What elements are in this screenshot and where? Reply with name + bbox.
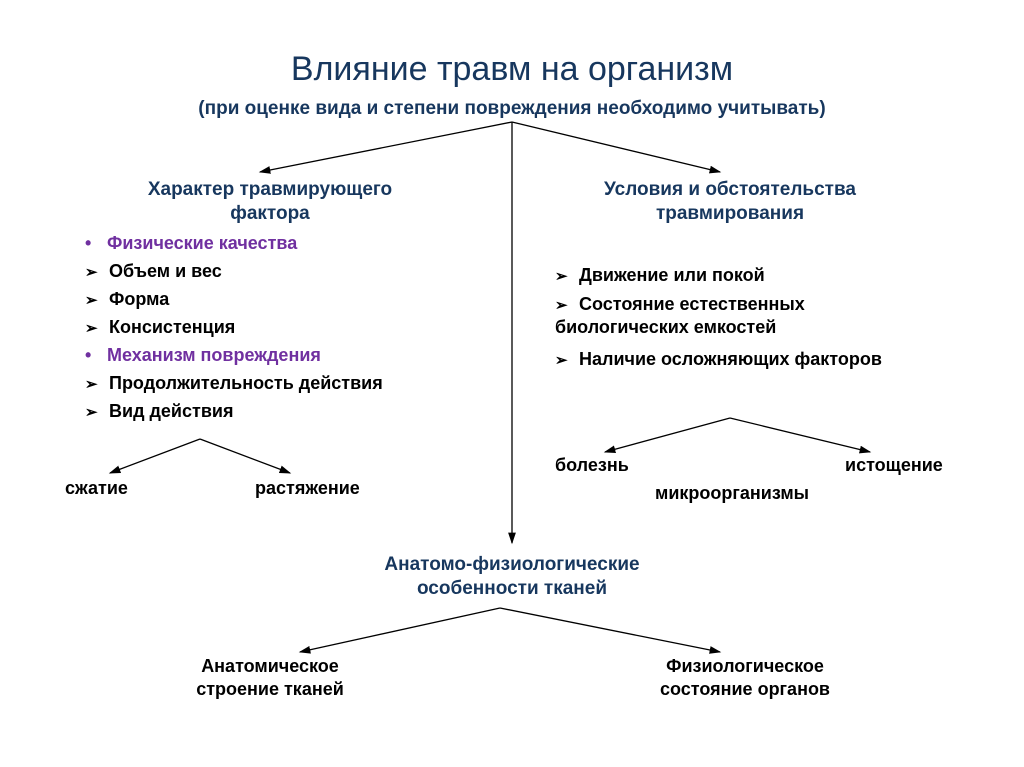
- left-heading-l2: фактора: [120, 202, 420, 226]
- right-item-2: Наличие осложняющих факторов: [555, 348, 905, 371]
- diagram-title: Влияние травм на организм: [0, 50, 1024, 89]
- center-heading-l2: особенности тканей: [352, 577, 672, 601]
- left-branch-heading: Характер травмирующего фактора: [120, 178, 420, 226]
- center-branch-heading: Анатомо-физиологические особенности ткан…: [352, 553, 672, 601]
- left-item-2: Форма: [85, 289, 169, 310]
- right-sub-left: болезнь: [555, 455, 629, 476]
- center-sub-right: Физиологическое состояние органов: [615, 655, 875, 702]
- right-heading-l2: травмирования: [560, 202, 900, 226]
- center-sub-right-l2: состояние органов: [615, 678, 875, 701]
- left-item-3: Консистенция: [85, 317, 235, 338]
- center-sub-left: Анатомическое строение тканей: [140, 655, 400, 702]
- left-item-4: Механизм повреждения: [85, 345, 321, 366]
- center-sub-left-l2: строение тканей: [140, 678, 400, 701]
- diagram-subtitle: (при оценке вида и степени повреждения н…: [0, 98, 1024, 120]
- center-sub-right-l1: Физиологическое: [615, 655, 875, 678]
- right-sub-center: микроорганизмы: [655, 483, 809, 504]
- left-item-5: Продолжительность действия: [85, 373, 383, 394]
- left-sub-right: растяжение: [255, 478, 360, 499]
- right-sub-right: истощение: [845, 455, 943, 476]
- right-item-0: Движение или покой: [555, 265, 765, 286]
- left-item-0: Физические качества: [85, 233, 297, 254]
- right-item-1: Состояние естественных биологических емк…: [555, 293, 915, 340]
- right-branch-heading: Условия и обстоятельства травмирования: [560, 178, 900, 226]
- left-heading-l1: Характер травмирующего: [120, 178, 420, 202]
- center-sub-left-l1: Анатомическое: [140, 655, 400, 678]
- center-heading-l1: Анатомо-физиологические: [352, 553, 672, 577]
- left-item-6: Вид действия: [85, 401, 233, 422]
- right-heading-l1: Условия и обстоятельства: [560, 178, 900, 202]
- left-sub-left: сжатие: [65, 478, 128, 499]
- left-item-1: Объем и вес: [85, 261, 222, 282]
